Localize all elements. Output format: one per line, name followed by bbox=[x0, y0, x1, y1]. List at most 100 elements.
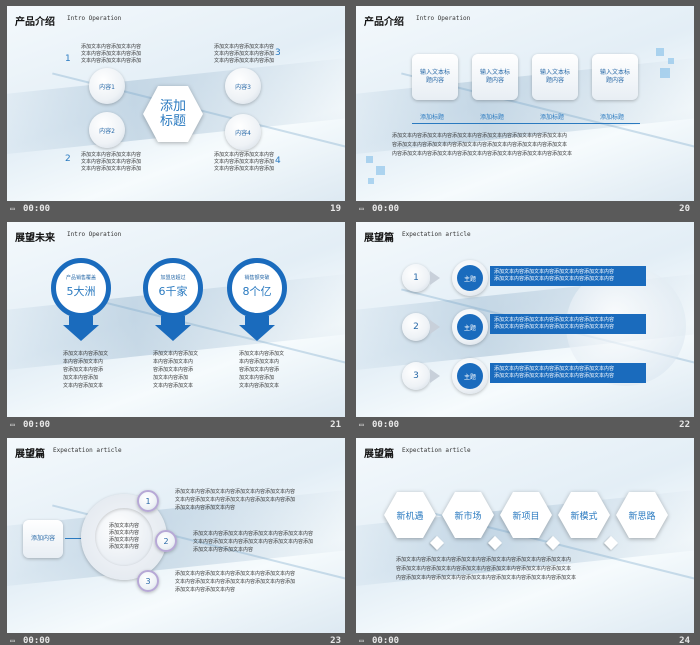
slide-footer: ▭ 00:00 23 bbox=[7, 633, 345, 645]
transition-icon: ▭ bbox=[10, 204, 15, 213]
diamond-connector bbox=[603, 535, 619, 551]
slide-subtitle: Expectation article bbox=[53, 447, 122, 454]
content-bar: 添加文本内容添加文本内容添加文本内容添加文本内容 添加文本内容添加文本内容添加文本… bbox=[490, 314, 646, 334]
theme-circle: 主题 bbox=[452, 309, 488, 345]
slide-number: 24 bbox=[679, 636, 690, 645]
stat-badge: 加盟店超过 6千家 bbox=[143, 258, 203, 346]
slide-subtitle: Expectation article bbox=[402, 231, 471, 238]
arrow-right bbox=[430, 271, 440, 285]
slide-title: 产品介绍 bbox=[364, 17, 404, 28]
center-hexagon: 添加标题 bbox=[143, 86, 203, 142]
transition-icon: ▭ bbox=[10, 636, 15, 645]
hexagon-item: 新机遇 bbox=[384, 492, 436, 538]
theme-circle: 主题 bbox=[452, 358, 488, 394]
decor-square bbox=[656, 48, 664, 56]
step-number-circle: 1 bbox=[137, 490, 159, 512]
slide-title: 展望篇 bbox=[364, 449, 394, 460]
transition-icon: ▭ bbox=[359, 420, 364, 429]
paragraph: 添加文本内容添加文本内容添加文本内容添加文本内容添加文本内容添加文本内 容添加文本… bbox=[392, 133, 573, 157]
left-content-box: 添加内容 bbox=[23, 520, 63, 558]
title-box: 输入文本标题内容 bbox=[412, 54, 458, 100]
slide-number: 20 bbox=[679, 204, 690, 214]
slide-canvas: 展望篇 Expectation article 1 主题 添加文本内容添加文本内… bbox=[356, 222, 694, 417]
slide-canvas: 产品介绍 Intro Operation 输入文本标题内容 输入文本标题内容 输… bbox=[356, 6, 694, 201]
transition-icon: ▭ bbox=[359, 636, 364, 645]
slide-subtitle: Intro Operation bbox=[67, 15, 122, 22]
content-circle: 内容2 bbox=[89, 112, 125, 148]
decor-square bbox=[366, 156, 373, 163]
slide-canvas: 展望篇 Expectation article 添加内容 添加文本内容 添加文本内… bbox=[7, 438, 345, 633]
decor-square bbox=[376, 166, 385, 175]
item-number: 3 bbox=[275, 48, 281, 58]
slide-footer: ▭ 00:00 21 bbox=[7, 417, 345, 433]
step-text: 添加文本内容添加文本内容添加文本内容添加文本内容 文本内容添加文本内容添加文本内容… bbox=[175, 571, 296, 593]
transition-icon: ▭ bbox=[359, 204, 364, 213]
item-number: 1 bbox=[65, 54, 71, 64]
slide-canvas: 展望未来 Intro Operation 产品销售覆盖 5大洲 加盟店超过 6千… bbox=[7, 222, 345, 417]
stat-badge: 产品销售覆盖 5大洲 bbox=[51, 258, 111, 346]
slide-title: 展望未来 bbox=[15, 233, 55, 244]
content-circle: 内容3 bbox=[225, 68, 261, 104]
step-text: 添加文本内容添加文本内容添加文本内容添加文本内容 文本内容添加文本内容添加文本内容… bbox=[175, 489, 296, 511]
theme-circle: 主题 bbox=[452, 260, 488, 296]
text-block: 添加文本内容添加文本内容 文本内容添加文本内容添加 文本内容添加文本内容添加 bbox=[214, 152, 275, 172]
slide-timing: 00:00 bbox=[23, 636, 51, 645]
slide-thumbnail-19[interactable]: 产品介绍 Intro Operation 添加文本内容添加文本内容 文本内容添加文… bbox=[7, 6, 345, 217]
slide-timing: 00:00 bbox=[372, 636, 400, 645]
step-text: 添加文本内容添加文本内容添加文本内容添加文本内容 文本内容添加文本内容添加文本内容… bbox=[193, 531, 314, 553]
stat-value: 6千家 bbox=[158, 285, 188, 298]
text-block: 添加文本内容添加文本内容 文本内容添加文本内容添加 文本内容添加文本内容添加 bbox=[81, 152, 142, 172]
tag-label: 添加标题 bbox=[420, 114, 445, 121]
slide-thumbnail-20[interactable]: 产品介绍 Intro Operation 输入文本标题内容 输入文本标题内容 输… bbox=[356, 6, 694, 217]
slide-thumbnail-23[interactable]: 展望篇 Expectation article 添加内容 添加文本内容 添加文本内… bbox=[7, 438, 345, 645]
transition-icon: ▭ bbox=[10, 420, 15, 429]
stat-caption: 加盟店超过 bbox=[160, 275, 186, 281]
stat-caption: 产品销售覆盖 bbox=[65, 275, 96, 281]
step-number-circle: 3 bbox=[137, 570, 159, 592]
arrow-right bbox=[430, 369, 440, 383]
content-bar: 添加文本内容添加文本内容添加文本内容添加文本内容 添加文本内容添加文本内容添加文本… bbox=[490, 266, 646, 286]
stat-description: 添加文本内容添加文 本内容添加文本内 容添加文本内容添 加文本内容添加 文本内容添加文本 bbox=[239, 351, 285, 389]
title-box: 输入文本标题内容 bbox=[592, 54, 638, 100]
hexagon-item: 新思路 bbox=[616, 492, 668, 538]
hexagon-item: 新市场 bbox=[442, 492, 494, 538]
stat-value: 8个亿 bbox=[242, 285, 272, 298]
diamond-connector bbox=[429, 535, 445, 551]
slide-footer: ▭ 00:00 22 bbox=[356, 417, 694, 433]
diamond-connector bbox=[487, 535, 503, 551]
slide-subtitle: Intro Operation bbox=[67, 231, 122, 238]
hexagon-item: 新模式 bbox=[558, 492, 610, 538]
slide-subtitle: Intro Operation bbox=[416, 15, 471, 22]
slide-thumbnail-22[interactable]: 展望篇 Expectation article 1 主题 添加文本内容添加文本内… bbox=[356, 222, 694, 433]
item-number: 4 bbox=[275, 156, 281, 166]
text-block: 添加文本内容添加文本内容 文本内容添加文本内容添加 文本内容添加文本内容添加 bbox=[214, 44, 275, 64]
center-text: 添加文本内容 添加文本内容 添加文本内容 添加文本内容 bbox=[95, 508, 153, 566]
slide-title: 展望篇 bbox=[15, 449, 45, 460]
slide-canvas: 展望篇 Expectation article 新机遇 新市场 新项目 新模式 … bbox=[356, 438, 694, 633]
slide-title: 展望篇 bbox=[364, 233, 394, 244]
stat-value: 5大洲 bbox=[66, 285, 96, 298]
tag-label: 添加标题 bbox=[480, 114, 505, 121]
slide-number: 19 bbox=[330, 204, 341, 214]
row-number-circle: 2 bbox=[402, 313, 430, 341]
slide-thumbnail-21[interactable]: 展望未来 Intro Operation 产品销售覆盖 5大洲 加盟店超过 6千… bbox=[7, 222, 345, 433]
content-circle: 内容1 bbox=[89, 68, 125, 104]
row-number-circle: 1 bbox=[402, 264, 430, 292]
slide-footer: ▭ 00:00 20 bbox=[356, 201, 694, 217]
slide-timing: 00:00 bbox=[372, 204, 400, 214]
decor-square bbox=[668, 58, 674, 64]
title-box: 输入文本标题内容 bbox=[532, 54, 578, 100]
item-number: 2 bbox=[65, 154, 71, 164]
slide-number: 23 bbox=[330, 636, 341, 645]
slide-timing: 00:00 bbox=[23, 204, 51, 214]
slide-thumbnail-24[interactable]: 展望篇 Expectation article 新机遇 新市场 新项目 新模式 … bbox=[356, 438, 694, 645]
slide-number: 21 bbox=[330, 420, 341, 430]
diamond-connector bbox=[545, 535, 561, 551]
stat-description: 添加文本内容添加文 本内容添加文本内 容添加文本内容添 加文本内容添加 文本内容添加文本 bbox=[63, 351, 109, 389]
slide-subtitle: Expectation article bbox=[402, 447, 471, 454]
slide-footer: ▭ 00:00 19 bbox=[7, 201, 345, 217]
row-number-circle: 3 bbox=[402, 362, 430, 390]
hexagon-item: 新项目 bbox=[500, 492, 552, 538]
text-block: 添加文本内容添加文本内容 文本内容添加文本内容添加 文本内容添加文本内容添加 bbox=[81, 44, 142, 64]
paragraph: 添加文本内容添加文本内容添加文本内容添加文本内容添加文本内容添加文本内 容添加文本… bbox=[396, 557, 577, 581]
